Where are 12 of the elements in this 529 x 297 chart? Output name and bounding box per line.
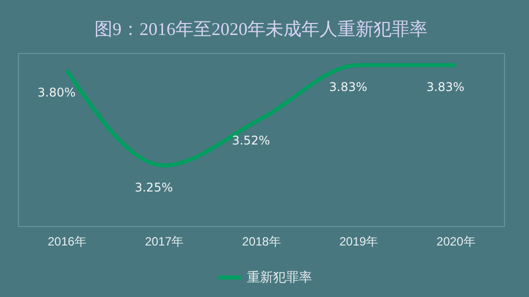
x-tick-label: 2016年 — [48, 234, 86, 248]
data-label: 3.25% — [134, 180, 173, 194]
x-tick-label: 2019年 — [339, 234, 378, 248]
legend-label: 重新犯罪率 — [247, 270, 312, 284]
chart-title: 图9：2016年至2020年未成年人重新犯罪率 — [94, 19, 428, 39]
x-tick-label: 2018年 — [242, 234, 281, 248]
x-tick-label: 2020年 — [436, 234, 476, 248]
data-label: 3.80% — [38, 85, 76, 100]
data-label: 3.83% — [426, 80, 464, 94]
data-label: 3.52% — [232, 134, 270, 148]
x-tick-label: 2017年 — [144, 234, 184, 248]
data-label: 3.83% — [329, 80, 368, 94]
